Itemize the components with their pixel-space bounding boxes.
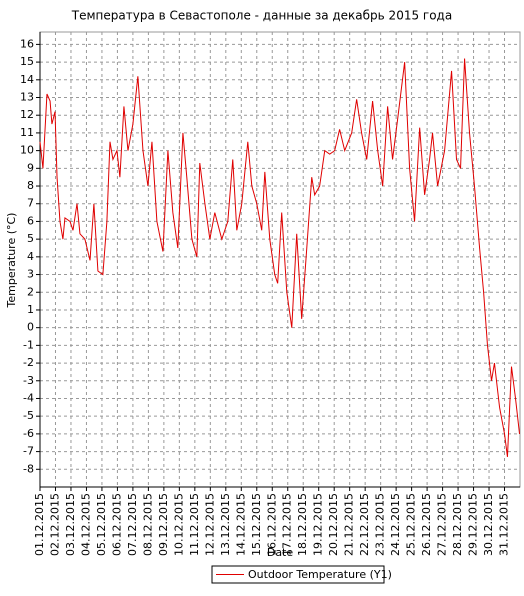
x-tick-label: 23.12.2015: [374, 493, 387, 556]
plot-area: [39, 31, 521, 488]
y-tick-label: -8: [23, 462, 34, 475]
y-axis-label: Temperature (°C): [5, 213, 18, 309]
x-tick-label: 18.12.2015: [296, 493, 309, 556]
x-tick-label: 29.12.2015: [467, 493, 480, 556]
data-line: [39, 58, 521, 457]
y-tick-label: -7: [23, 445, 34, 458]
x-tick-label: 11.12.2015: [188, 493, 201, 556]
y-tick-label: -2: [23, 356, 34, 369]
y-tick-label: 10: [20, 144, 34, 157]
x-tick-label: 05.12.2015: [95, 493, 108, 556]
y-tick-label: 11: [20, 126, 34, 139]
y-tick-label: 13: [20, 91, 34, 104]
y-tick-label: 4: [27, 250, 34, 263]
x-tick-label: 28.12.2015: [451, 493, 464, 556]
x-axis-label: Date: [267, 546, 294, 559]
y-tick-label: 12: [20, 108, 34, 121]
x-tick-label: 07.12.2015: [126, 493, 139, 556]
y-tick-label: -3: [23, 374, 34, 387]
x-tick-label: 10.12.2015: [172, 493, 185, 556]
y-tick-label: 9: [27, 161, 34, 174]
y-tick-label: 2: [27, 285, 34, 298]
legend: [211, 565, 385, 584]
x-tick-label: 25.12.2015: [405, 493, 418, 556]
x-tick-label: 26.12.2015: [420, 493, 433, 556]
x-tick-label: 27.12.2015: [436, 493, 449, 556]
y-tick-label: 1: [27, 303, 34, 316]
chart-title: Температура в Севастополе - данные за де…: [71, 9, 452, 23]
y-tick-label: 15: [20, 55, 34, 68]
x-tick-label: 08.12.2015: [141, 493, 154, 556]
y-tick-label: -5: [23, 409, 34, 422]
y-tick-label: -1: [23, 338, 34, 351]
x-tick-label: 01.12.2015: [33, 493, 46, 556]
x-tick-label: 19.12.2015: [312, 493, 325, 556]
y-tick-label: 14: [20, 73, 34, 86]
y-tick-label: 6: [27, 214, 34, 227]
y-tick-label: 7: [27, 197, 34, 210]
y-tick-label: 8: [27, 179, 34, 192]
x-tick-label: 17.12.2015: [281, 493, 294, 556]
y-tick-label: -4: [23, 391, 34, 404]
x-tick-label: 09.12.2015: [157, 493, 170, 556]
x-tick-label: 06.12.2015: [110, 493, 123, 556]
x-tick-label: 31.12.2015: [498, 493, 511, 556]
x-tick-label: 15.12.2015: [250, 493, 263, 556]
y-tick-label: 0: [27, 321, 34, 334]
y-tick-label: -6: [23, 427, 34, 440]
x-tick-label: 21.12.2015: [343, 493, 356, 556]
y-tick-label: 3: [27, 268, 34, 281]
x-tick-label: 13.12.2015: [219, 493, 232, 556]
x-tick-label: 20.12.2015: [327, 493, 340, 556]
y-tick-label: 5: [27, 232, 34, 245]
x-tick-label: 16.12.2015: [265, 493, 278, 556]
y-tick-label: 16: [20, 37, 34, 50]
x-tick-label: 02.12.2015: [48, 493, 61, 556]
x-tick-label: 24.12.2015: [389, 493, 402, 556]
x-tick-label: 30.12.2015: [482, 493, 495, 556]
legend-label: Outdoor Temperature (Y1): [248, 568, 392, 581]
x-tick-label: 12.12.2015: [203, 493, 216, 556]
x-tick-label: 14.12.2015: [234, 493, 247, 556]
x-tick-label: 03.12.2015: [64, 493, 77, 556]
x-tick-label: 04.12.2015: [79, 493, 92, 556]
x-tick-label: 22.12.2015: [358, 493, 371, 556]
